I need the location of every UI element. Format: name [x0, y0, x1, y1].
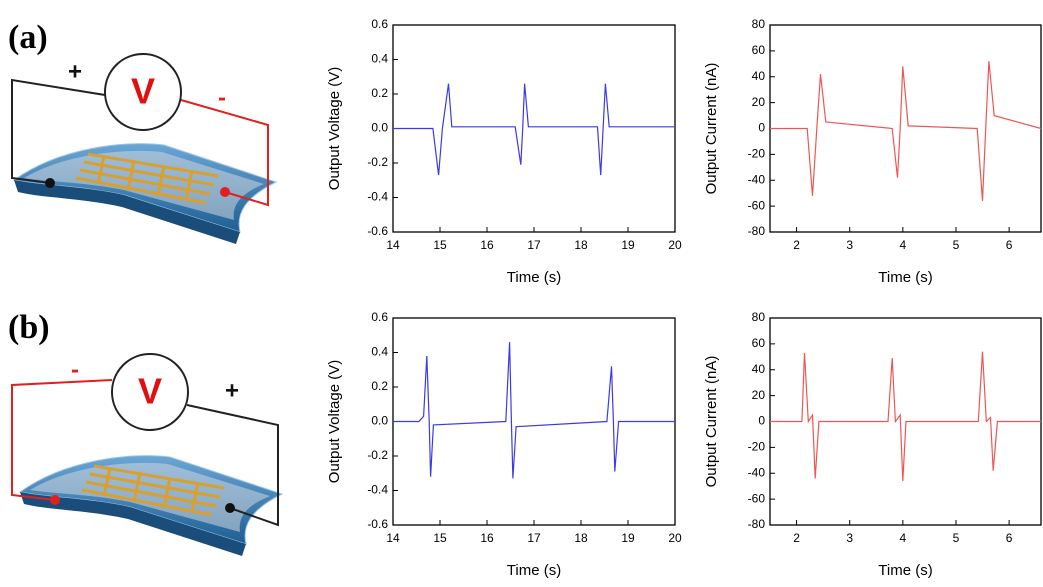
schematic-a: V (a) + - — [8, 19, 278, 246]
y-tick-label: -0.6 — [367, 224, 388, 238]
x-tick-label: 2 — [793, 238, 800, 252]
meter-label: V — [138, 371, 162, 412]
y-tick-label: -0.6 — [367, 517, 388, 531]
polarity: - — [71, 356, 79, 383]
x-tick-label: 17 — [527, 531, 541, 545]
y-tick-label: 0.2 — [371, 86, 388, 100]
x-tick-label: 14 — [386, 238, 400, 252]
y-tick-label: -80 — [748, 517, 766, 531]
y-tick-label: 0.4 — [371, 345, 388, 359]
polarity: + — [68, 58, 82, 85]
polarity: - — [218, 84, 226, 111]
x-tick-label: 6 — [1006, 531, 1013, 545]
x-tick-label: 6 — [1006, 238, 1013, 252]
device — [18, 454, 284, 558]
x-tick-label: 20 — [668, 238, 682, 252]
x-tick-label: 3 — [846, 238, 853, 252]
y-tick-label: -0.2 — [367, 448, 388, 462]
y-tick-label: -60 — [748, 198, 766, 212]
y-tick-label: 60 — [752, 336, 766, 350]
panel-label: (a) — [8, 19, 48, 56]
x-tick-label: 3 — [846, 531, 853, 545]
signal-line — [393, 342, 675, 479]
x-axis-title: Time (s) — [507, 562, 561, 579]
y-axis-title: Output Current (nA) — [703, 63, 720, 195]
x-tick-label: 2 — [793, 531, 800, 545]
x-tick-label: 18 — [574, 531, 588, 545]
voltmeter — [111, 353, 189, 431]
y-tick-label: 0.4 — [371, 52, 388, 66]
wire — [186, 404, 279, 527]
x-tick-label: 4 — [899, 531, 906, 545]
x-tick-label: 17 — [527, 238, 541, 252]
y-tick-label: 0 — [758, 121, 765, 135]
x-axis-title: Time (s) — [507, 269, 561, 286]
y-tick-label: -20 — [748, 147, 766, 161]
electrode — [45, 178, 55, 188]
x-tick-label: 15 — [433, 238, 447, 252]
y-tick-label: -60 — [748, 491, 766, 505]
y-tick-label: 80 — [752, 310, 766, 324]
y-tick-label: -40 — [748, 465, 766, 479]
y-tick-label: 80 — [752, 17, 766, 31]
electrode — [225, 503, 235, 513]
y-tick-label: -0.4 — [367, 190, 388, 204]
x-tick-label: 20 — [668, 531, 682, 545]
y-tick-label: 0.0 — [371, 121, 388, 135]
plot-frame — [769, 24, 1042, 233]
x-tick-label: 15 — [433, 531, 447, 545]
y-tick-label: -80 — [748, 224, 766, 238]
y-axis-title: Output Voltage (V) — [326, 360, 343, 483]
y-tick-label: 40 — [752, 362, 766, 376]
x-tick-label: 19 — [621, 531, 635, 545]
electrode — [220, 187, 230, 197]
schematic-b: V (b) - + — [8, 309, 284, 558]
voltmeter — [104, 53, 182, 131]
y-tick-label: 0 — [758, 414, 765, 428]
y-tick-label: 20 — [752, 95, 766, 109]
y-tick-label: 60 — [752, 43, 766, 57]
y-axis-title: Output Current (nA) — [703, 356, 720, 488]
y-tick-label: -20 — [748, 440, 766, 454]
wire — [180, 99, 269, 207]
y-tick-label: -0.4 — [367, 483, 388, 497]
polarity: + — [225, 377, 239, 404]
device — [12, 142, 278, 246]
x-axis-title: Time (s) — [878, 269, 932, 286]
y-tick-label: 0.6 — [371, 310, 388, 324]
wire — [11, 379, 113, 501]
x-tick-label: 5 — [953, 238, 960, 252]
x-tick-label: 5 — [953, 531, 960, 545]
x-tick-label: 19 — [621, 238, 635, 252]
y-tick-label: 20 — [752, 388, 766, 402]
y-tick-label: 0.0 — [371, 414, 388, 428]
y-tick-label: 0.2 — [371, 379, 388, 393]
y-tick-label: -0.2 — [367, 155, 388, 169]
y-tick-label: -40 — [748, 172, 766, 186]
signal-line — [770, 61, 1042, 201]
x-tick-label: 14 — [386, 531, 400, 545]
x-axis-title: Time (s) — [878, 562, 932, 579]
meter-label: V — [131, 71, 155, 112]
x-tick-label: 4 — [899, 238, 906, 252]
y-axis-title: Output Voltage (V) — [326, 67, 343, 190]
electrode — [50, 495, 60, 505]
y-tick-label: 0.6 — [371, 17, 388, 31]
panel-label: (b) — [8, 309, 50, 346]
x-tick-label: 18 — [574, 238, 588, 252]
plot-frame — [392, 24, 676, 233]
signal-line — [770, 351, 1041, 482]
x-tick-label: 16 — [480, 238, 494, 252]
y-tick-label: 40 — [752, 69, 766, 83]
wire — [11, 78, 106, 184]
x-tick-label: 16 — [480, 531, 494, 545]
signal-line — [393, 83, 675, 176]
